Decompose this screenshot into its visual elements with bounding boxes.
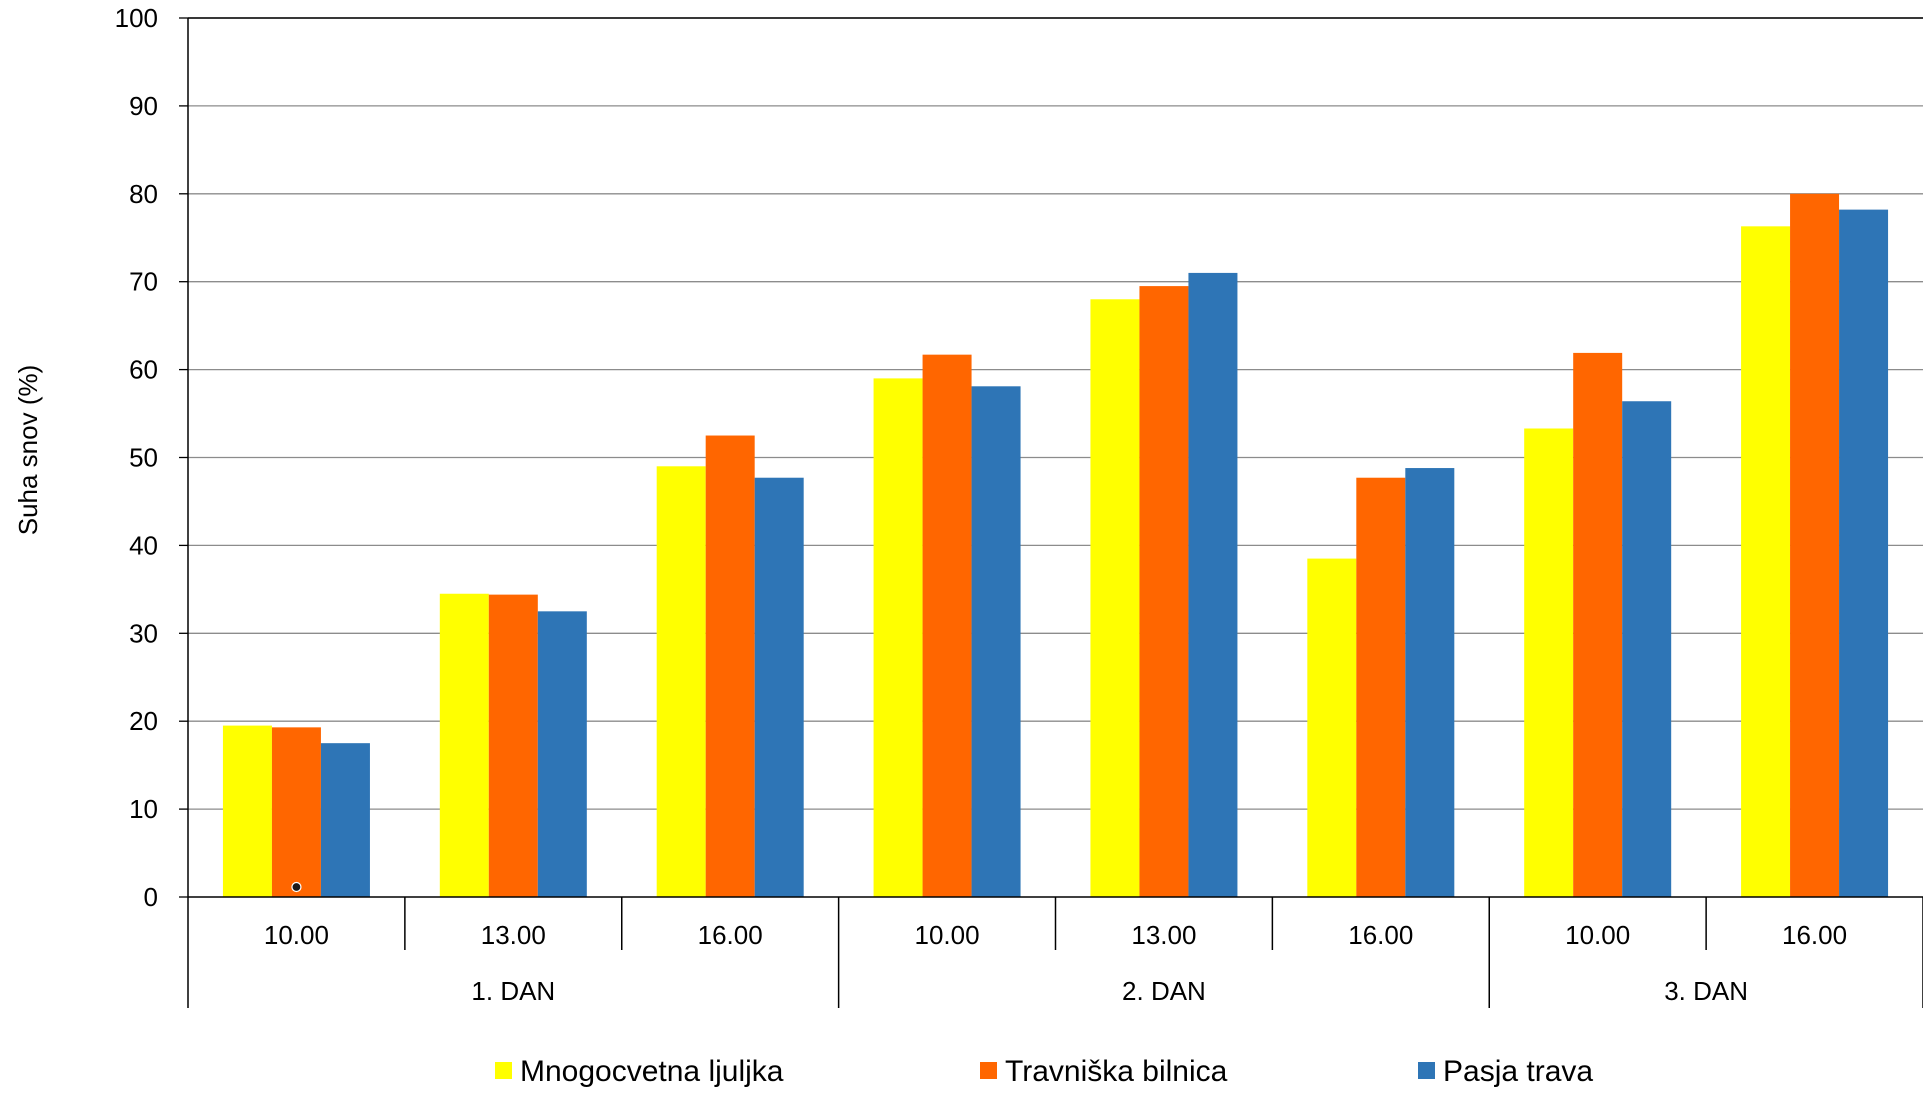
bar	[222, 725, 272, 897]
y-tick-label: 20	[129, 706, 158, 736]
y-tick-label: 100	[115, 3, 158, 33]
bar	[271, 727, 321, 897]
bar	[320, 743, 370, 897]
x-category-label: 10.00	[915, 920, 980, 950]
bar	[705, 435, 755, 897]
bar	[873, 378, 923, 897]
bar	[1307, 558, 1357, 897]
bar	[971, 386, 1021, 897]
y-tick-label: 50	[129, 443, 158, 473]
legend: Mnogocvetna ljuljka Travniška bilnica Pasj…	[495, 1055, 1593, 1088]
y-tick-label: 90	[129, 91, 158, 121]
legend-label: Pasja trava	[1443, 1055, 1593, 1088]
bar	[1524, 428, 1574, 897]
legend-label: Travniška bilnica	[1005, 1055, 1228, 1088]
bar	[656, 466, 706, 897]
bar	[1573, 352, 1623, 897]
bar	[1839, 209, 1889, 897]
y-tick-label: 30	[129, 618, 158, 648]
y-tick-label: 70	[129, 267, 158, 297]
x-category-label: 16.00	[1348, 920, 1413, 950]
x-group-label: 1. DAN	[471, 976, 555, 1006]
legend-swatch	[980, 1062, 997, 1079]
bar	[439, 593, 489, 897]
y-tick-label: 60	[129, 355, 158, 385]
bar	[1188, 272, 1238, 897]
legend-label: Mnogocvetna ljuljka	[520, 1055, 784, 1088]
bar	[1356, 477, 1406, 897]
x-category-label: 16.00	[1782, 920, 1847, 950]
x-category-label: 13.00	[481, 920, 546, 950]
y-tick-label: 80	[129, 179, 158, 209]
legend-swatch	[1418, 1062, 1435, 1079]
y-tick-label: 40	[129, 530, 158, 560]
bar	[1139, 286, 1189, 898]
bar	[754, 477, 804, 897]
bar	[1090, 299, 1140, 897]
y-tick-label: 0	[144, 882, 158, 912]
bars	[222, 193, 1889, 898]
y-tick-label: 10	[129, 794, 158, 824]
bar	[537, 611, 587, 897]
bar	[1622, 401, 1672, 897]
axes: 0 10 20 30 40 50 60 70 80 90 100 10.00 13.00 16.00 10.…	[115, 3, 1923, 1008]
bar	[922, 354, 972, 898]
x-group-label: 2. DAN	[1122, 976, 1206, 1006]
bar	[1405, 468, 1455, 897]
y-axis-title: Suha snov (%)	[13, 365, 43, 536]
bar	[488, 594, 538, 897]
bar	[1741, 226, 1791, 897]
bar	[1790, 193, 1840, 898]
x-category-label: 10.00	[264, 920, 329, 950]
x-category-label: 10.00	[1565, 920, 1630, 950]
x-category-label: 13.00	[1131, 920, 1196, 950]
legend-swatch	[495, 1062, 512, 1079]
x-category-label: 16.00	[698, 920, 763, 950]
x-group-label: 3. DAN	[1664, 976, 1748, 1006]
selection-marker	[291, 881, 302, 893]
